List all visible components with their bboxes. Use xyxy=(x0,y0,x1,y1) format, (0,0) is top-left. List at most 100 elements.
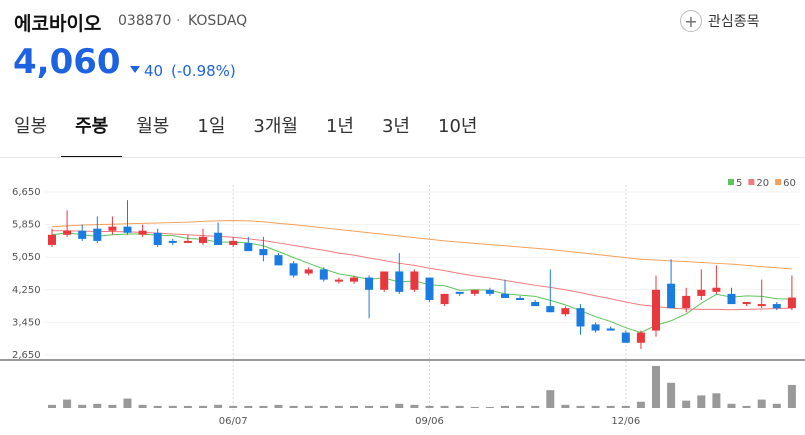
volume-bar xyxy=(455,405,464,408)
separator-dot: · xyxy=(176,13,181,29)
candle-body xyxy=(319,269,328,280)
candle-body xyxy=(259,249,268,256)
volume-bar xyxy=(636,401,645,408)
y-tick-label: 5,050 xyxy=(12,252,41,263)
volume-bar xyxy=(501,405,509,408)
volume-bar xyxy=(606,405,615,408)
tab[interactable]: 3년 xyxy=(381,116,410,137)
candle-body xyxy=(772,304,781,309)
volume-bar xyxy=(470,406,479,408)
candle-body xyxy=(395,271,404,292)
candle-body xyxy=(274,255,283,266)
candle-body xyxy=(757,304,766,307)
tab[interactable]: 3개월 xyxy=(253,116,298,137)
candle-body xyxy=(667,283,676,309)
candle-body xyxy=(606,328,615,331)
stock-code: 038870 xyxy=(118,13,172,29)
volume-bar xyxy=(153,405,162,408)
watch-button[interactable]: + 관심종목 xyxy=(680,10,760,32)
volume-bar xyxy=(183,405,192,408)
ma-line xyxy=(51,220,792,270)
volume-bar xyxy=(757,399,766,408)
candle-body xyxy=(485,289,494,294)
volume-bar xyxy=(63,399,72,408)
volume-bar xyxy=(380,405,389,408)
candle-body xyxy=(410,271,419,290)
volume-bar xyxy=(168,405,177,408)
volume-bar xyxy=(546,390,555,408)
volume-bar xyxy=(289,405,298,408)
candle-body xyxy=(229,240,238,245)
legend-label: 60 xyxy=(783,178,796,189)
candle-body xyxy=(168,240,177,243)
volume-bar xyxy=(485,406,494,408)
legend-label: 5 xyxy=(736,178,742,189)
candle-body xyxy=(440,293,449,305)
volume-bar xyxy=(365,405,374,408)
volume-bar xyxy=(652,366,660,408)
volume-bar xyxy=(199,405,207,408)
volume-bar xyxy=(667,382,676,408)
candle-body xyxy=(621,332,630,343)
market: KOSDAQ xyxy=(188,13,248,29)
candle-body xyxy=(636,332,645,343)
candle-body xyxy=(138,230,147,235)
volume-bar xyxy=(350,405,358,408)
volume-bar xyxy=(621,405,630,408)
tab[interactable]: 월봉 xyxy=(136,116,170,137)
candle-body xyxy=(123,226,132,233)
volume-bar xyxy=(425,405,434,408)
candle-body xyxy=(742,302,751,305)
tab[interactable]: 1년 xyxy=(325,116,354,137)
stock-name: 에코바이오 xyxy=(14,13,102,35)
candle-body xyxy=(93,228,102,241)
candle-body xyxy=(63,230,72,235)
y-tick-label: 5,850 xyxy=(12,220,41,231)
candle-body xyxy=(576,308,585,327)
candle-body xyxy=(214,232,223,245)
candle-body xyxy=(561,308,570,315)
candle-body xyxy=(380,271,389,290)
candle-body xyxy=(334,279,343,282)
volume-bar xyxy=(93,403,102,408)
volume-bar xyxy=(244,405,253,408)
candle-body xyxy=(108,226,117,231)
tab[interactable]: 1일 xyxy=(197,116,226,137)
candle-body xyxy=(712,287,721,292)
x-tick-label: 09/06 xyxy=(415,416,444,427)
y-tick-label: 4,250 xyxy=(12,285,41,296)
volume-bar xyxy=(138,404,147,408)
volume-bar xyxy=(712,393,721,408)
candle-body xyxy=(289,263,298,276)
volume-bar xyxy=(531,405,540,408)
candle-body xyxy=(365,277,374,290)
candle-body xyxy=(787,297,796,309)
volume-bar xyxy=(229,405,238,408)
volume-bar xyxy=(410,404,419,408)
volume-bar xyxy=(697,395,706,408)
price-change-pct: (-0.98%) xyxy=(171,62,236,80)
legend-label: 20 xyxy=(756,178,769,189)
volume-bar xyxy=(259,405,268,408)
volume-bar xyxy=(78,404,87,408)
ma-line xyxy=(52,230,792,311)
candle-body xyxy=(244,242,253,252)
candle-body xyxy=(78,230,87,239)
volume-bar xyxy=(516,405,525,408)
candle-body xyxy=(531,302,540,307)
candle-body xyxy=(501,293,509,298)
period-tabs: 일봉 주봉 월봉 1일 3개월 1년 3년 10년 xyxy=(0,112,491,158)
tab[interactable]: 일봉 xyxy=(14,116,48,137)
candle-body xyxy=(425,277,434,300)
tab[interactable]: 10년 xyxy=(438,116,478,137)
volume-bar xyxy=(319,405,328,408)
candle-body xyxy=(516,297,525,300)
y-tick-label: 3,450 xyxy=(12,317,41,328)
volume-bar xyxy=(787,384,796,408)
candle-body xyxy=(199,236,207,243)
volume-bar xyxy=(561,404,570,408)
volume-bar xyxy=(591,405,600,408)
candle-body xyxy=(470,289,479,294)
